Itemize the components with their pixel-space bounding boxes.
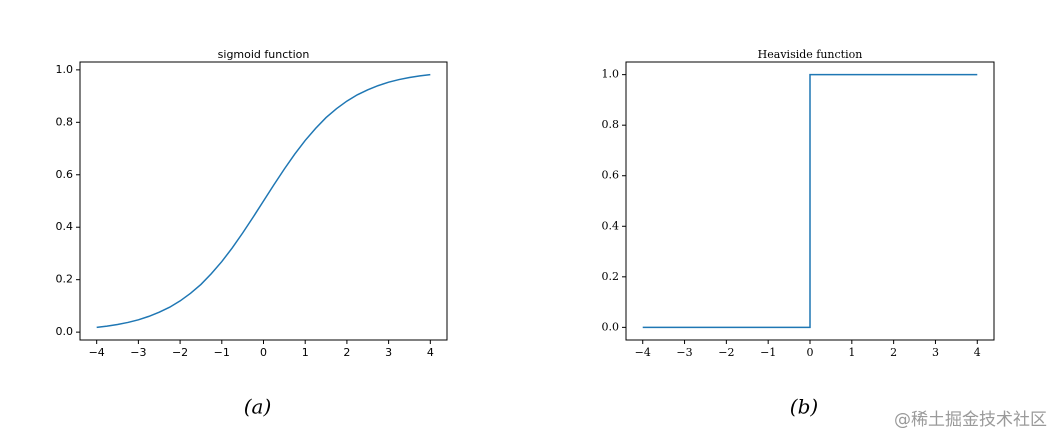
x-tick-label: 0 xyxy=(807,346,814,359)
line xyxy=(642,73,978,329)
x-tick-label: 4 xyxy=(974,346,981,359)
plot-frame xyxy=(79,61,448,341)
y-tick-label: 0.2 xyxy=(56,273,74,286)
chart-title: Heaviside function xyxy=(758,48,863,61)
chart: sigmoid function −4 −3 −2 −1 0 1 2 3 4 0.0 0.2 0.4 0.… xyxy=(56,48,448,359)
caption: (a) xyxy=(244,395,272,419)
plot-frame xyxy=(625,61,995,341)
caption: (b) xyxy=(790,395,818,419)
x-tick-label: −1 xyxy=(214,346,230,359)
y-tick-label: 0.8 xyxy=(602,118,620,131)
y-tick-label: 0.2 xyxy=(602,270,620,283)
x-tick-label: −1 xyxy=(760,346,776,359)
chart-title: sigmoid function xyxy=(218,48,310,61)
x-tick-label: 2 xyxy=(890,346,897,359)
x-tick-label: 2 xyxy=(343,346,350,359)
line xyxy=(96,73,431,329)
y-tick-label: 0.6 xyxy=(56,168,74,181)
x-tick-label: 1 xyxy=(302,346,309,359)
y-tick-label: 1.0 xyxy=(56,63,74,76)
x-tick-label: 4 xyxy=(427,346,434,359)
x-tick-label: −3 xyxy=(676,346,692,359)
x-tick-label: −2 xyxy=(718,346,734,359)
x-tick-label: 0 xyxy=(260,346,267,359)
x-tick-label: −3 xyxy=(130,346,146,359)
y-tick-label: 0.0 xyxy=(56,325,74,338)
y-tick-label: 0.6 xyxy=(602,169,620,182)
x-tick-label: −4 xyxy=(635,346,651,359)
x-tick-label: −2 xyxy=(172,346,188,359)
x-tick-label: 3 xyxy=(385,346,392,359)
chart: Heaviside function −4 −3 −2 −1 0 1 2 3 4 0.0 0.2 0.4… xyxy=(602,48,995,359)
y-tick-label: 0.4 xyxy=(56,220,74,233)
y-tick-label: 0.0 xyxy=(602,320,620,333)
y-tick-label: 0.4 xyxy=(602,219,620,232)
x-tick-label: 3 xyxy=(932,346,939,359)
y-tick-label: 0.8 xyxy=(56,115,74,128)
x-tick-label: 1 xyxy=(848,346,855,359)
y-tick-label: 1.0 xyxy=(602,68,620,81)
x-tick-label: −4 xyxy=(89,346,105,359)
watermark: @稀土掘金技术社区 xyxy=(894,410,1047,430)
